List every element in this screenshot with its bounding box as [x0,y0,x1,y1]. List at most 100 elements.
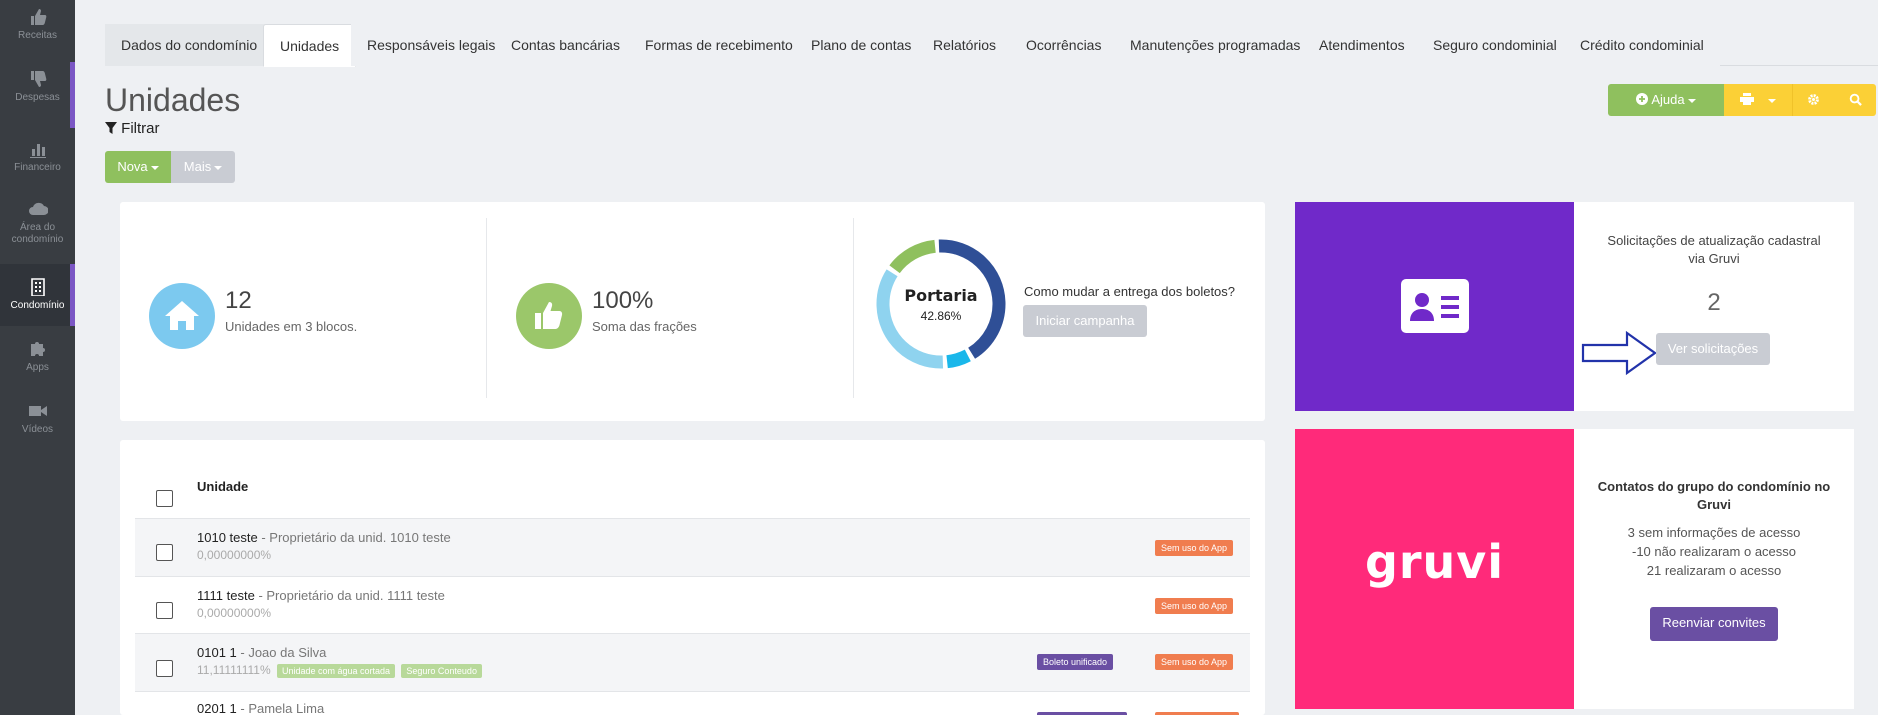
gruvi-update-panel [1574,202,1854,411]
unit-fraction: 0,00000000% [197,606,272,620]
sidebar-item-condominio[interactable]: Condomínio [0,264,75,326]
units-count: 12 [225,287,252,314]
print-button[interactable] [1724,84,1792,116]
sidebar-item-despesas[interactable]: Despesas [0,70,75,130]
sidebar-item-apps[interactable]: Apps [0,340,75,400]
tab-ocorrencias[interactable]: Ocorrências [1010,24,1118,66]
sidebar-accent [70,62,75,128]
gruvi-update-banner [1295,202,1574,411]
chevron-down-icon [1767,98,1776,103]
sidebar-item-label: Área do [19,222,56,233]
row-checkbox[interactable] [156,544,173,561]
unit-name[interactable]: 0101 1 - Joao da Silva [197,645,327,660]
mais-label: Mais [183,159,212,174]
building-icon [30,278,45,296]
arrow-right-icon [1581,330,1657,376]
tab-plano-de-contas[interactable]: Plano de contas [795,24,928,66]
campaign-question: Como mudar a entrega dos boletos? [1024,284,1236,299]
sidebar-item-videos[interactable]: Vídeos [0,402,75,462]
select-all-checkbox[interactable] [156,490,173,507]
unit-name[interactable]: 1111 teste - Proprietário da unid. 1111 … [197,588,445,603]
unit-fraction-line: 11,11111111% Unidade com água cortada Se… [197,663,482,678]
water-cut-tag: Unidade com água cortada [276,663,396,678]
delivery-donut-chart [876,239,1006,369]
settings-button[interactable] [1792,84,1834,116]
tab-formas-de-recebimento[interactable]: Formas de recebimento [629,24,809,66]
table-row[interactable]: 0101 1 - Joao da Silva 11,11111111% Unid… [135,633,1250,691]
divider [853,218,854,398]
tab-contas-bancarias[interactable]: Contas bancárias [495,24,636,66]
boleto-unificado-badge [1037,712,1127,715]
donut-percentage: 42.86% [920,309,962,323]
reenviar-convites-button[interactable]: Reenviar convites [1650,607,1778,641]
chevron-down-icon [150,165,159,170]
chevron-down-icon [214,165,223,170]
tab-atendimentos[interactable]: Atendimentos [1303,24,1421,66]
thumbs-down-icon [30,71,46,87]
sidebar-item-label: Condomínio [10,300,65,311]
chevron-down-icon [1687,98,1696,103]
sidebar-item-financeiro[interactable]: Financeiro [0,140,75,200]
tab-relatorios[interactable]: Relatórios [917,24,1013,66]
unit-name[interactable]: 0201 1 - Pamela Lima [197,701,325,715]
gruvi-banner [1295,429,1574,709]
tab-bar: Dados do condomínio Unidades Responsávei… [105,24,1878,67]
ajuda-button[interactable]: Ajuda [1608,84,1724,116]
printer-icon [1740,93,1755,105]
sidebar-item-receitas[interactable]: Receitas [0,8,75,68]
app-usage-badge: Sem uso do App [1155,540,1234,556]
tab-dados-do-condominio[interactable]: Dados do condomínio [105,24,274,66]
thumbs-up-icon [30,9,46,25]
thumbs-up-badge [516,283,582,349]
fraction-total: 100% [592,287,654,314]
sidebar-item-label: Despesas [15,92,60,103]
sidebar-item-area-condominio[interactable]: Área do condomínio [0,200,75,260]
search-icon [1849,93,1862,106]
donut-segment-2 [876,239,1006,369]
iniciar-campanha-button[interactable]: Iniciar campanha [1023,305,1147,337]
column-header-unidade: Unidade [197,479,249,494]
divider [486,218,487,398]
tab-manutencoes-programadas[interactable]: Manutenções programadas [1114,24,1317,66]
search-button[interactable] [1834,84,1876,116]
tab-seguro-condominial[interactable]: Seguro condominial [1417,24,1573,66]
row-checkbox[interactable] [156,602,173,619]
app-usage-badge [1155,712,1239,715]
boleto-unificado-badge: Boleto unificado [1037,654,1114,670]
mais-button[interactable]: Mais [171,151,235,183]
bar-chart-icon [29,144,46,158]
nova-label: Nova [117,159,148,174]
filter-link[interactable]: Filtrar [105,120,160,137]
app-usage-badge: Sem uso do App [1155,598,1234,614]
gruvi-update-count: 2 [1707,289,1721,316]
contact-card-icon [1401,279,1469,333]
fraction-label: Soma das frações [592,319,697,334]
sidebar: Receitas Despesas Financeiro Área do con… [0,0,75,715]
page-title: Unidades [105,82,241,118]
unit-fraction: 0,00000000% [197,548,272,562]
row-checkbox[interactable] [156,660,173,677]
sidebar-item-label: Apps [26,362,49,373]
unit-name[interactable]: 1010 teste - Proprietário da unid. 1010 … [197,530,451,545]
tab-credito-condominial[interactable]: Crédito condominial [1564,24,1720,66]
cloud-icon [28,202,48,215]
ver-solicitacoes-button[interactable]: Ver solicitações [1656,333,1770,365]
unit-fraction: 11,11111111% [197,663,271,677]
sidebar-item-label: condomínio [11,234,64,245]
table-row[interactable]: 0201 1 - Pamela Lima [135,691,1250,715]
donut-title: Portaria [904,286,978,305]
sidebar-item-label: Vídeos [21,424,54,435]
tab-responsaveis-legais[interactable]: Responsáveis legais [351,24,512,66]
units-label: Unidades em 3 blocos. [225,319,358,334]
gruvi-contacts-stats: 3 sem informações de acesso -10 não real… [1627,525,1801,578]
thumbs-up-icon [535,302,563,329]
table-row[interactable]: 1111 teste - Proprietário da unid. 1111 … [135,576,1250,634]
donut-segment-0 [876,239,1006,369]
table-row[interactable]: 1010 teste - Proprietário da unid. 1010 … [135,518,1250,576]
tab-unidades[interactable]: Unidades [263,24,357,67]
help-circle-icon [1636,93,1649,105]
sidebar-item-label: Financeiro [14,162,61,173]
video-camera-icon [28,406,47,416]
ajuda-label: Ajuda [1651,92,1685,107]
nova-button[interactable]: Nova [105,151,171,183]
